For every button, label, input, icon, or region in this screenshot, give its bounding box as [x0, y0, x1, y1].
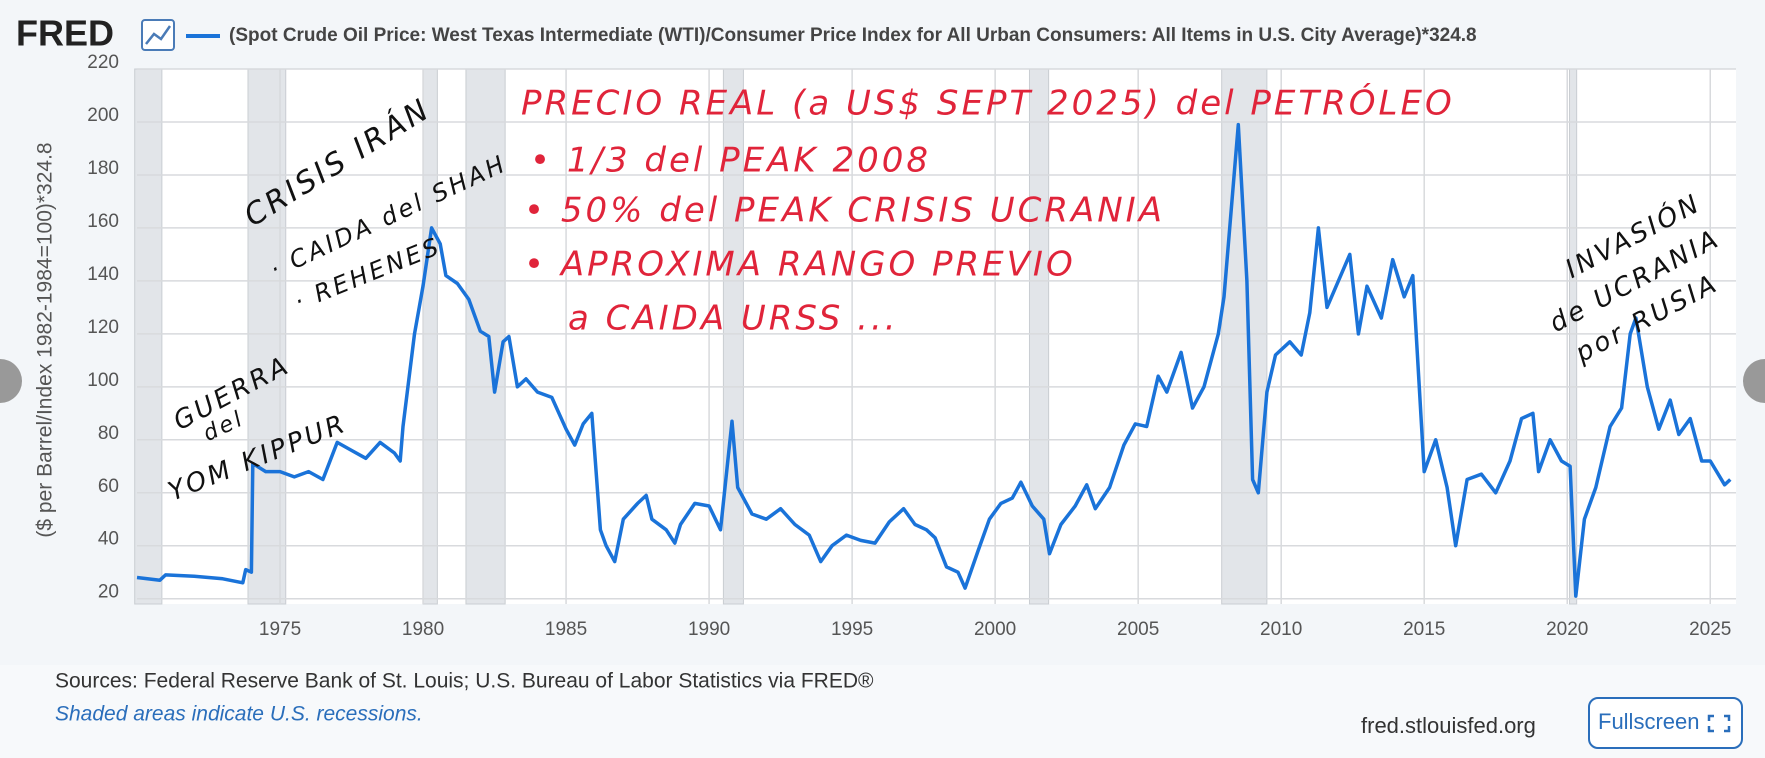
x-tick-label: 1975 [259, 619, 301, 640]
logo: FRED [16, 13, 114, 54]
y-tick-label: 180 [87, 158, 119, 179]
annotation: • 50% del PEAK CRISIS UCRANIA [524, 191, 1165, 231]
button-frame[interactable] [1588, 697, 1743, 749]
y-tick-label: 40 [98, 529, 119, 550]
y-tick-label: 20 [98, 582, 119, 603]
legend-label: (Spot Crude Oil Price: West Texas Interm… [229, 25, 1477, 46]
recession-band [422, 68, 438, 605]
x-tick-label: 1985 [545, 619, 587, 640]
x-tick-label: 2025 [1689, 619, 1731, 640]
y-tick-label: 200 [87, 105, 119, 126]
y-tick-label: 80 [98, 423, 119, 444]
y-tick-label: 220 [87, 52, 119, 73]
x-tick-label: 1990 [688, 619, 730, 640]
y-axis-label: ($ per Barrel/Index 1982-1984=100)*324.8 [34, 142, 57, 537]
x-tick-label: 2015 [1403, 619, 1445, 640]
footer-bg [0, 665, 1765, 758]
annotation: • APROXIMA RANGO PREVIO [524, 245, 1076, 285]
y-tick-label: 140 [87, 264, 119, 285]
site-url: fred.stlouisfed.org [1361, 713, 1536, 738]
annotation: a CAIDA URSS ... [568, 299, 899, 339]
y-tick-label: 160 [87, 211, 119, 232]
y-tick-label: 60 [98, 476, 119, 497]
y-tick-label: 100 [87, 370, 119, 391]
button-icon[interactable] [1707, 714, 1731, 733]
nav-next[interactable] [1743, 359, 1765, 403]
plot-area [137, 69, 1736, 604]
x-tick-label: 2005 [1117, 619, 1159, 640]
annotation: • 1/3 del PEAK 2008 [530, 141, 931, 181]
recession-band [1221, 68, 1268, 605]
fullscreen-button[interactable]: Fullscreen [1588, 697, 1743, 749]
annotation: PRECIO REAL (a US$ SEPT 2025) del PETRÓL… [521, 83, 1455, 124]
x-tick-label: 1980 [402, 619, 444, 640]
recession-band [134, 68, 163, 605]
sources: Sources: Federal Reserve Bank of St. Lou… [55, 670, 874, 693]
series-line [136, 122, 1732, 598]
button-label[interactable]: Fullscreen [1598, 709, 1699, 734]
x-tick-label: 2000 [974, 619, 1016, 640]
logo-icon [141, 19, 175, 51]
plot [134, 68, 1736, 605]
x-tick-label: 2010 [1260, 619, 1302, 640]
recession-note: Shaded areas indicate U.S. recessions. [55, 703, 423, 726]
nav-prev[interactable] [0, 359, 22, 403]
y-tick-label: 120 [87, 317, 119, 338]
x-tick-label: 2020 [1546, 619, 1588, 640]
logo-icon-line [145, 25, 172, 45]
x-tick-label: 1995 [831, 619, 873, 640]
